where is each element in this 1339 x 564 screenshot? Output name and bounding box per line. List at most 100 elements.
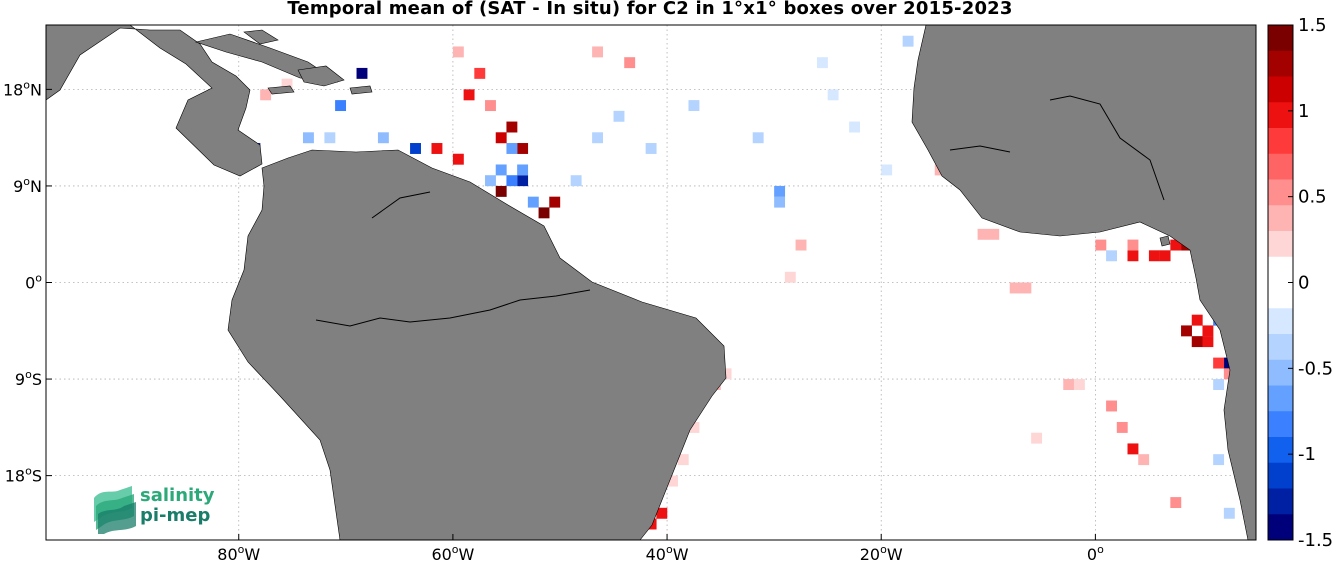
anomaly-cell [260, 89, 272, 101]
orinoco-river [371, 191, 431, 219]
logo-line-1: salinity [140, 485, 215, 506]
anomaly-cell [988, 228, 1000, 240]
colorbar-segment [1268, 128, 1293, 155]
anomaly-cell [1127, 239, 1139, 251]
colorbar-tick-label: 1 [1298, 101, 1309, 122]
central-america-land [46, 25, 263, 177]
anomaly-cell [1031, 432, 1043, 444]
anomaly-cell [1159, 250, 1171, 262]
anomaly-cell [549, 196, 561, 208]
colorbar-segment [1268, 308, 1293, 335]
colorbar-segment [1268, 437, 1293, 464]
anomaly-cell [485, 175, 496, 187]
longitude-tick-label: 60oW [431, 543, 474, 564]
latitude-tick-label: 9oN [13, 175, 42, 196]
colorbar-segment [1268, 462, 1293, 489]
logo-wave-icon [94, 486, 136, 534]
anomaly-cell [1202, 336, 1214, 348]
anomaly-cell [881, 164, 893, 176]
colorbar-segment [1268, 76, 1293, 103]
anomaly-cell [495, 132, 507, 144]
anomaly-cell [570, 175, 582, 187]
logo-line-2: pi-mep [140, 505, 211, 526]
anomaly-cell [784, 271, 796, 283]
anomaly-cell [485, 100, 496, 112]
anomaly-cell [1202, 325, 1214, 337]
anomaly-cell [827, 89, 839, 101]
anomaly-cell [816, 57, 828, 69]
anomaly-cell [356, 67, 368, 79]
anomaly-cell [495, 164, 507, 176]
anomaly-cell [1148, 250, 1160, 262]
longitude-tick-label: 20oW [860, 543, 903, 564]
colorbar-segment [1268, 50, 1293, 77]
anomaly-cell [1213, 379, 1225, 390]
anomaly-cell [517, 143, 529, 154]
anomaly-cell [613, 110, 625, 122]
latitude-tick-label: 18oS [5, 465, 42, 486]
anomaly-cell [1020, 282, 1032, 294]
colorbar-segment [1268, 179, 1293, 206]
latitude-tick-label: 0o [25, 272, 42, 293]
colorbar-segment [1268, 514, 1293, 541]
salinity-pi-mep-logo: salinity pi-mep [92, 486, 232, 536]
colorbar-tick-label: -1 [1298, 444, 1316, 465]
anomaly-cell [688, 421, 700, 433]
longitude-tick-label: 80oW [217, 543, 260, 564]
anomaly-cell [452, 46, 464, 58]
anomaly-cell [506, 175, 518, 187]
anomaly-cell [324, 132, 336, 144]
anomaly-cell [517, 175, 529, 187]
anomaly-cell [656, 507, 668, 519]
anomaly-cell [538, 207, 550, 219]
colorbar-tick-label: 0 [1298, 273, 1309, 294]
colorbar-segment [1268, 282, 1293, 309]
puerto-rico-island [349, 85, 373, 95]
anomaly-cell [1213, 454, 1225, 466]
anomaly-cell [474, 67, 486, 79]
colorbar-segment [1268, 25, 1293, 52]
anomaly-cell [1073, 379, 1085, 390]
anomaly-cell [677, 454, 689, 466]
anomaly-cell [527, 196, 539, 208]
anomaly-cell [720, 368, 732, 380]
africa-land [911, 25, 1256, 540]
anomaly-cell [1106, 400, 1117, 412]
anomaly-cell [774, 185, 786, 197]
niger-river [1049, 95, 1165, 201]
anomaly-cell [1127, 250, 1139, 262]
anomaly-cell [1181, 325, 1192, 337]
colorbar: 1.5 1 0.5 0 -0.5 -1 -1.5 [1267, 15, 1333, 551]
colorbar-segment [1268, 153, 1293, 180]
anomaly-cell [752, 132, 764, 144]
anomaly-cell [1191, 314, 1203, 326]
colorbar-tick-label: -1.5 [1298, 530, 1333, 551]
anomaly-cell [1106, 250, 1117, 262]
anomaly-cell [506, 121, 518, 133]
latitude-tick-label: 9oS [15, 368, 42, 389]
amazon-river [315, 289, 591, 327]
anomaly-cell [1213, 357, 1225, 369]
colorbar-segment [1268, 385, 1293, 412]
colorbar-tick-label: 0.5 [1298, 187, 1327, 208]
longitude-tick-label: 0o [1087, 543, 1104, 564]
anomaly-cell [667, 475, 678, 487]
colorbar-segment [1268, 411, 1293, 438]
anomaly-cell [1127, 443, 1139, 455]
anomaly-cell [335, 100, 347, 112]
anomaly-cell [1063, 379, 1075, 390]
anomaly-boxes [217, 35, 1246, 530]
hispaniola-island [297, 65, 345, 87]
map-axes: 80oW 60oW 40oW 20oW 0o 18oN 9oN 0o 9oS 18oS [3, 78, 1104, 564]
bioko-island [1159, 235, 1171, 247]
anomaly-cell [1009, 282, 1021, 294]
anomaly-cell [281, 78, 293, 90]
latitude-tick-label: 18oN [3, 78, 42, 99]
landmass [46, 25, 1256, 540]
south-america-land [227, 149, 727, 540]
anomaly-cell [624, 57, 636, 69]
colorbar-tick-label: 1.5 [1298, 15, 1327, 36]
bahamas-islands [243, 29, 279, 45]
anomaly-cell [592, 46, 604, 58]
